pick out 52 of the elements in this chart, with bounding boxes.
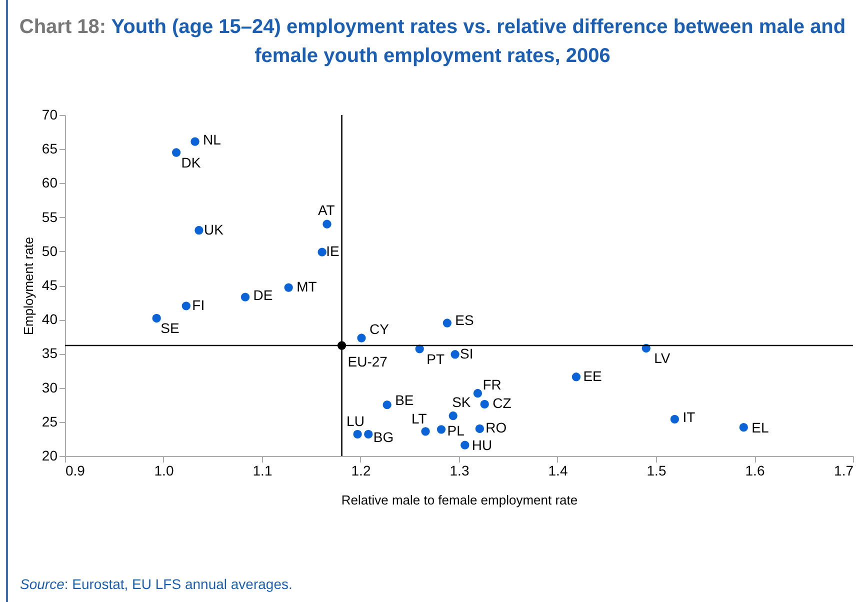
annotation: ES [455, 312, 474, 328]
annotation: IT [682, 409, 696, 426]
y-tick-label: 35 [42, 345, 58, 362]
annotation: SI [460, 345, 474, 362]
annotation: NL [203, 132, 222, 148]
chart-title: Chart 18: Youth (age 15–24) employment rates vs. relative difference between male and female youth employment rates, 2006 [18, 15, 847, 69]
annotation: MT [296, 278, 318, 295]
x-tick-label: 1.6 [745, 462, 765, 478]
y-axis-title: Employment rate [20, 236, 36, 336]
annotation: RO [486, 420, 507, 436]
annotation: LU [346, 413, 364, 430]
x-tick-label: 1.5 [646, 462, 666, 478]
annotation: CY [369, 321, 390, 338]
x-tick-label: 1.7 [834, 462, 854, 478]
y-tick-label: 65 [42, 140, 58, 157]
annotation: SK [452, 394, 472, 410]
x-tick-label: 1.1 [252, 462, 272, 478]
y-tick-label: 25 [42, 413, 58, 430]
x-tick-label: 1.3 [450, 462, 470, 478]
annotation: PL [447, 422, 465, 438]
annotation: FR [482, 376, 502, 392]
annotation: UK [204, 221, 224, 238]
annotation: EE [583, 368, 602, 384]
annotation: BG [373, 429, 394, 446]
annotation: SE [160, 320, 180, 336]
annotation: EU-27 [348, 354, 388, 370]
annotation: EL [752, 419, 770, 436]
y-tick-label: 40 [42, 311, 58, 328]
x-tick-label: 1.4 [548, 462, 568, 478]
source-note: Source: Eurostat, EU LFS annual averages. [20, 576, 292, 592]
annotation: PT [426, 350, 445, 367]
y-tick-label: 55 [42, 208, 58, 225]
y-tick-label: 50 [42, 242, 58, 259]
annotation: AT [318, 202, 336, 218]
y-tick-label: 30 [42, 379, 58, 396]
annotation: LV [654, 350, 671, 366]
y-tick-label: 20 [42, 448, 58, 464]
annotation: FI [192, 296, 205, 313]
y-tick-label: 60 [42, 174, 58, 191]
y-tick-label: 70 [42, 106, 58, 122]
annotation: CZ [492, 395, 512, 412]
annotation: HU [472, 437, 492, 454]
y-tick-label: 45 [42, 277, 58, 293]
x-axis-title: Relative male to female employment rate [341, 492, 578, 508]
x-tick-label: 1.0 [154, 462, 174, 478]
annotation: IE [326, 243, 340, 260]
annotation: LT [412, 410, 428, 426]
x-tick-label: 0.9 [66, 462, 86, 478]
x-tick-label: 1.2 [351, 462, 371, 478]
annotation: DE [253, 287, 273, 304]
annotation: BE [395, 392, 414, 408]
annotation: DK [181, 154, 202, 171]
